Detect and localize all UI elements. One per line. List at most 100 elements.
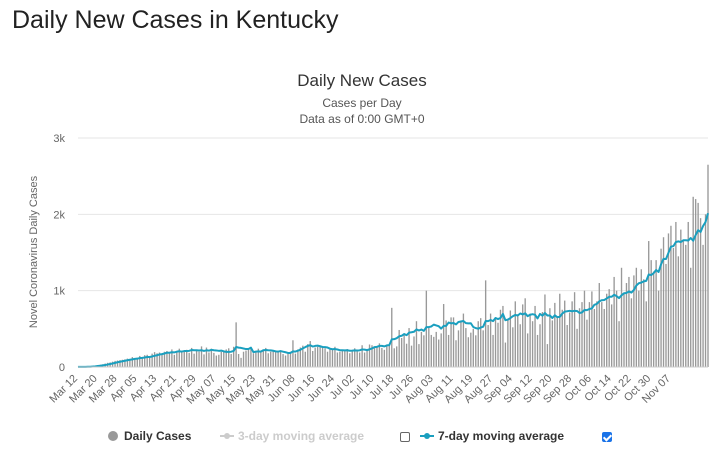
daily-cases-bar[interactable]: [494, 317, 497, 367]
daily-cases-bar[interactable]: [571, 301, 573, 367]
daily-cases-bar[interactable]: [356, 351, 358, 367]
daily-cases-bar[interactable]: [559, 293, 561, 367]
daily-cases-bar[interactable]: [610, 304, 613, 367]
daily-cases-bar[interactable]: [643, 279, 645, 367]
daily-cases-bar[interactable]: [267, 353, 269, 367]
daily-cases-bar[interactable]: [252, 353, 255, 367]
daily-cases-bar[interactable]: [704, 214, 707, 367]
daily-cases-bar[interactable]: [556, 316, 558, 367]
daily-cases-bar[interactable]: [699, 218, 702, 367]
daily-cases-bar[interactable]: [457, 330, 460, 367]
daily-cases-bar[interactable]: [442, 304, 445, 367]
daily-cases-bar[interactable]: [492, 334, 494, 367]
daily-cases-bar[interactable]: [302, 345, 304, 367]
daily-cases-bar[interactable]: [477, 321, 479, 367]
daily-cases-bar[interactable]: [435, 331, 437, 367]
daily-cases-bar[interactable]: [262, 349, 264, 367]
daily-cases-bar[interactable]: [257, 348, 260, 367]
daily-cases-bar[interactable]: [346, 349, 348, 367]
daily-cases-bar[interactable]: [403, 334, 405, 367]
daily-cases-bar[interactable]: [336, 352, 339, 368]
daily-cases-bar[interactable]: [381, 347, 383, 367]
daily-cases-bar[interactable]: [707, 164, 709, 367]
daily-cases-bar[interactable]: [645, 301, 647, 367]
daily-cases-bar[interactable]: [245, 350, 247, 367]
daily-cases-bar[interactable]: [208, 352, 210, 368]
daily-cases-bar[interactable]: [188, 352, 190, 367]
daily-cases-bar[interactable]: [487, 325, 489, 367]
daily-cases-bar[interactable]: [326, 351, 329, 367]
daily-cases-bar[interactable]: [114, 360, 116, 367]
daily-cases-bar[interactable]: [314, 347, 316, 367]
daily-cases-bar[interactable]: [228, 348, 230, 367]
daily-cases-bar[interactable]: [662, 237, 665, 367]
daily-cases-bar[interactable]: [450, 317, 452, 367]
daily-cases-bar[interactable]: [158, 352, 161, 368]
avg7-checkbox[interactable]: [602, 432, 612, 442]
daily-cases-bar[interactable]: [445, 320, 447, 367]
daily-cases-bar[interactable]: [618, 321, 620, 367]
daily-cases-bar[interactable]: [116, 360, 119, 367]
daily-cases-bar[interactable]: [368, 344, 371, 367]
daily-cases-bar[interactable]: [630, 298, 633, 367]
daily-cases-bar[interactable]: [166, 350, 168, 367]
daily-cases-bar[interactable]: [255, 350, 257, 367]
daily-cases-bar[interactable]: [648, 241, 650, 367]
daily-cases-bar[interactable]: [509, 310, 512, 367]
daily-cases-bar[interactable]: [129, 359, 131, 367]
daily-cases-bar[interactable]: [489, 313, 492, 367]
daily-cases-bar[interactable]: [168, 353, 171, 367]
daily-cases-bar[interactable]: [430, 334, 432, 367]
daily-cases-bar[interactable]: [173, 354, 176, 367]
daily-cases-bar[interactable]: [687, 221, 689, 367]
daily-cases-bar[interactable]: [358, 352, 361, 368]
daily-cases-bar[interactable]: [534, 305, 536, 367]
7day-average-line[interactable]: [78, 212, 709, 368]
daily-cases-bar[interactable]: [549, 308, 551, 367]
daily-cases-bar[interactable]: [304, 351, 306, 367]
daily-cases-bar[interactable]: [514, 301, 516, 367]
daily-cases-bar[interactable]: [195, 350, 198, 367]
daily-cases-bar[interactable]: [299, 347, 302, 367]
daily-cases-bar[interactable]: [289, 351, 292, 367]
daily-cases-bar[interactable]: [294, 353, 297, 367]
daily-cases-bar[interactable]: [124, 359, 126, 367]
daily-cases-bar[interactable]: [465, 328, 467, 367]
daily-cases-bar[interactable]: [524, 298, 526, 367]
daily-cases-bar[interactable]: [504, 342, 507, 367]
avg3-checkbox[interactable]: [400, 432, 410, 442]
daily-cases-bar[interactable]: [480, 318, 482, 367]
daily-cases-bar[interactable]: [462, 313, 465, 367]
daily-cases-bar[interactable]: [210, 348, 213, 367]
daily-cases-bar[interactable]: [156, 353, 158, 367]
daily-cases-bar[interactable]: [220, 351, 222, 367]
daily-cases-bar[interactable]: [134, 358, 136, 367]
daily-cases-bar[interactable]: [564, 300, 566, 367]
daily-cases-bar[interactable]: [438, 339, 440, 367]
daily-cases-bar[interactable]: [215, 355, 218, 367]
daily-cases-bar[interactable]: [136, 357, 138, 367]
daily-cases-bar[interactable]: [361, 345, 363, 367]
daily-cases-bar[interactable]: [378, 343, 381, 367]
daily-cases-bar[interactable]: [440, 333, 442, 367]
daily-cases-bar[interactable]: [329, 349, 331, 367]
daily-cases-bar[interactable]: [680, 229, 682, 367]
daily-cases-bar[interactable]: [354, 348, 356, 367]
daily-cases-bar[interactable]: [242, 351, 245, 367]
daily-cases-bar[interactable]: [247, 349, 250, 367]
daily-cases-bar[interactable]: [660, 248, 662, 367]
daily-cases-bar[interactable]: [554, 302, 556, 367]
daily-cases-bar[interactable]: [583, 290, 586, 367]
daily-cases-bar[interactable]: [526, 333, 529, 367]
daily-cases-bar[interactable]: [349, 353, 351, 367]
daily-cases-bar[interactable]: [591, 291, 593, 367]
daily-cases-bar[interactable]: [452, 317, 455, 367]
daily-cases-bar[interactable]: [284, 355, 287, 367]
daily-cases-bar[interactable]: [470, 332, 472, 367]
daily-cases-bar[interactable]: [391, 307, 393, 367]
daily-cases-bar[interactable]: [613, 276, 615, 367]
daily-cases-bar[interactable]: [675, 221, 677, 367]
daily-cases-bar[interactable]: [235, 322, 237, 367]
daily-cases-bar[interactable]: [198, 351, 200, 367]
daily-cases-bar[interactable]: [519, 324, 521, 367]
